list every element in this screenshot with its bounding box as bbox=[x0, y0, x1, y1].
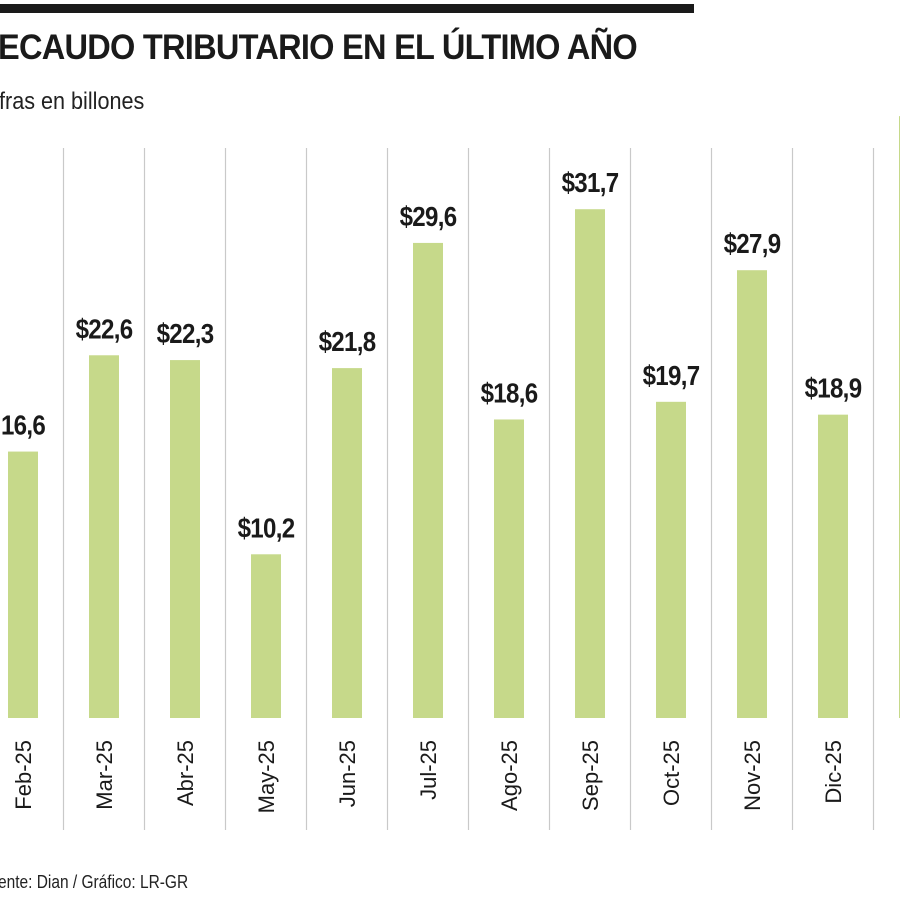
value-label: $27,9 bbox=[724, 227, 781, 259]
bar bbox=[8, 451, 38, 718]
value-label: $21,8 bbox=[319, 325, 376, 357]
value-labels: 16,6 $22,6 $22,3 $10,2 $21,8 $29,6 $18,6 $31,7 $… bbox=[1, 166, 862, 544]
category-labels: Feb-25 Mar-25 Abr-25 May-25 Jun-25 Jul-25 Ago-… bbox=[11, 740, 846, 813]
bar bbox=[656, 401, 686, 718]
value-label: $10,2 bbox=[238, 512, 295, 544]
bar bbox=[413, 242, 443, 719]
chart-title: ECAUDO TRIBUTARIO EN EL ÚLTIMO AÑO bbox=[0, 28, 638, 67]
bar bbox=[170, 360, 200, 718]
value-label: $22,3 bbox=[157, 317, 214, 349]
category-label: Abr-25 bbox=[173, 740, 198, 806]
category-label: Oct-25 bbox=[659, 740, 684, 806]
bar bbox=[332, 368, 362, 718]
top-rule bbox=[0, 4, 694, 13]
grid-lines bbox=[62, 148, 875, 830]
category-label: Feb-25 bbox=[11, 740, 36, 810]
chart-subtitle: fras en billones bbox=[0, 88, 145, 115]
bars bbox=[8, 116, 900, 719]
bar bbox=[251, 554, 281, 718]
value-label: $19,7 bbox=[643, 359, 700, 391]
category-label: Dic-25 bbox=[821, 740, 846, 804]
bar bbox=[494, 419, 524, 718]
category-label: Jun-25 bbox=[335, 740, 360, 807]
value-label: 16,6 bbox=[1, 409, 45, 441]
value-label: $29,6 bbox=[400, 200, 457, 232]
category-label: Ago-25 bbox=[497, 740, 522, 811]
bar bbox=[737, 270, 767, 718]
bar bbox=[89, 355, 119, 718]
bar bbox=[575, 209, 605, 718]
source-note: ente: Dian / Gráfico: LR-GR bbox=[0, 872, 189, 892]
bar bbox=[818, 414, 848, 718]
value-label: $18,9 bbox=[805, 372, 862, 404]
category-label: Jul-25 bbox=[416, 740, 441, 800]
category-label: Sep-25 bbox=[578, 740, 603, 811]
value-label: $18,6 bbox=[481, 377, 538, 409]
value-label: $31,7 bbox=[562, 166, 619, 198]
category-label: May-25 bbox=[254, 740, 279, 813]
category-label: Mar-25 bbox=[92, 740, 117, 810]
value-label: $22,6 bbox=[76, 313, 133, 345]
category-label: Nov-25 bbox=[740, 740, 765, 811]
